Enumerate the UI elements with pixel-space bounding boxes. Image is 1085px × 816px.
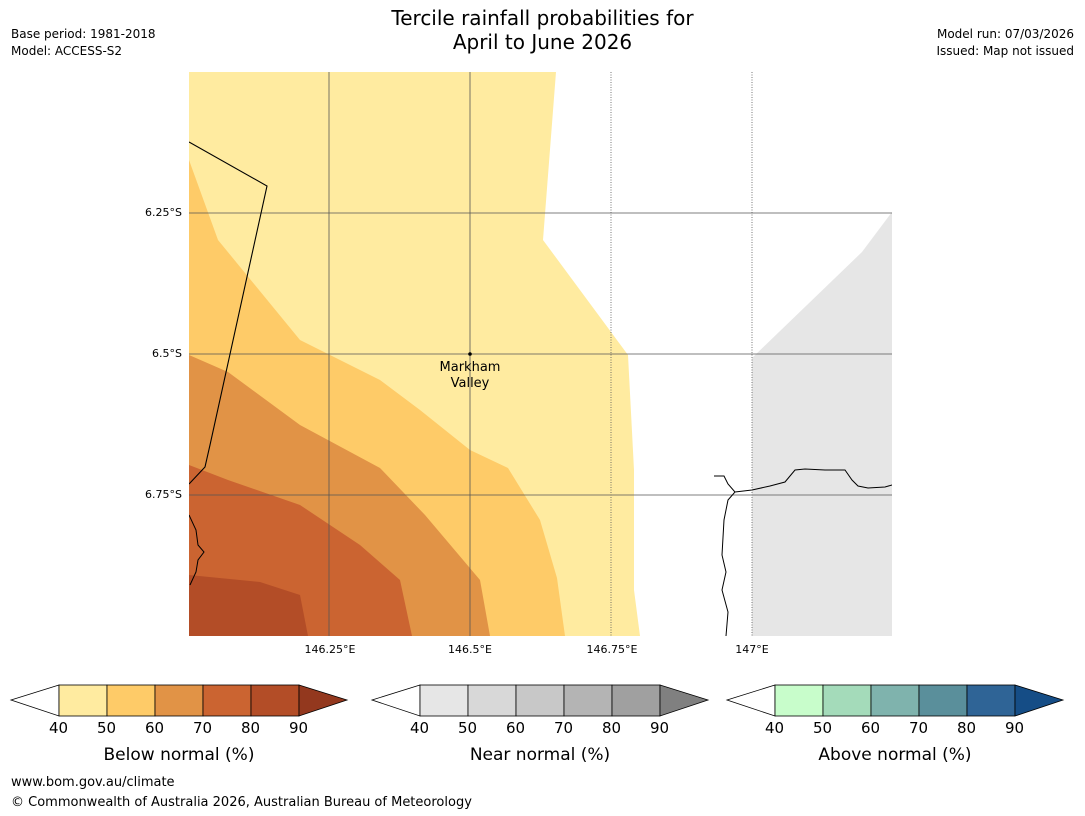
- legend-below-tick-80: 80: [241, 719, 261, 737]
- legend-near-swatch-70: [563, 684, 613, 717]
- legend-near-normal-bar: [370, 684, 710, 717]
- graticule: [189, 72, 892, 636]
- lon-label-146-25: 146.25°E: [304, 643, 356, 656]
- legend-below-swatch-40: [58, 684, 108, 717]
- legend-above-tick-70: 70: [909, 719, 929, 737]
- legend-below-tick-40: 40: [49, 719, 69, 737]
- legend-below-title: Below normal (%): [103, 745, 255, 765]
- legend-near-lower-arrow: [370, 684, 421, 717]
- legend-above-title: Above normal (%): [818, 745, 972, 765]
- legend-above-lower-arrow: [725, 684, 776, 717]
- legend-above-normal-bar: [725, 684, 1065, 717]
- lat-label-6-25: 6.25°S: [145, 206, 182, 219]
- legend-near-swatch-60: [515, 684, 565, 717]
- legend-above-swatch-70: [918, 684, 968, 717]
- legend-below-tick-70: 70: [193, 719, 213, 737]
- legend-above-tick-40: 40: [765, 719, 785, 737]
- footer-copyright: © Commonwealth of Australia 2026, Austra…: [11, 795, 472, 810]
- location-marker: [468, 352, 472, 356]
- coastline-east: [714, 475, 736, 636]
- legend-above-swatch-60: [870, 684, 920, 717]
- legend-near-title: Near normal (%): [469, 745, 611, 765]
- model-label: Model: ACCESS-S2: [11, 44, 123, 58]
- legend-near-swatch-50: [467, 684, 517, 717]
- legend-below-swatch-80: [250, 684, 300, 717]
- coastline-gulf: [734, 468, 892, 493]
- legend-below-swatch-70: [202, 684, 252, 717]
- near-normal-40-50-region: [752, 212, 892, 636]
- legend-above-upper-arrow: [1014, 684, 1065, 717]
- place-label: Markham Valley: [420, 360, 520, 392]
- legend-above-swatch-50: [822, 684, 872, 717]
- lon-label-147: 147°E: [735, 643, 769, 656]
- legend-near-tick-40: 40: [410, 719, 430, 737]
- legend-below-tick-90: 90: [289, 719, 309, 737]
- legend-below-lower-arrow: [9, 684, 60, 717]
- region-boundary: [189, 141, 268, 485]
- place-name-line-1: Markham: [439, 360, 501, 375]
- legend-near-tick-80: 80: [602, 719, 622, 737]
- footer-url[interactable]: www.bom.gov.au/climate: [11, 775, 175, 790]
- lat-label-6-75: 6.75°S: [145, 488, 182, 501]
- place-name-line-2: Valley: [450, 376, 490, 391]
- issued-label: Issued: Map not issued: [936, 44, 1074, 58]
- map-title: Tercile rainfall probabilities for April…: [0, 6, 1085, 54]
- legend-near-tick-50: 50: [458, 719, 478, 737]
- legend-above-swatch-40: [774, 684, 824, 717]
- legend-above-tick-50: 50: [813, 719, 833, 737]
- lat-label-6-5: 6.5°S: [152, 347, 182, 360]
- legend-near-swatch-40: [419, 684, 469, 717]
- legend-near-tick-90: 90: [650, 719, 670, 737]
- metadata-left: Base period: 1981-2018 Model: ACCESS-S2: [11, 26, 156, 60]
- model-run-label: Model run: 07/03/2026: [936, 27, 1074, 41]
- legend-near-tick-70: 70: [554, 719, 574, 737]
- legend-above-tick-60: 60: [861, 719, 881, 737]
- metadata-right: Model run: 07/03/2026 Issued: Map not is…: [936, 26, 1074, 60]
- coastline-west: [189, 514, 205, 586]
- legend-near-upper-arrow: [659, 684, 710, 717]
- legend-above-tick-80: 80: [957, 719, 977, 737]
- legend-below-tick-50: 50: [97, 719, 117, 737]
- base-period-label: Base period: 1981-2018: [11, 27, 156, 41]
- legend-near-tick-60: 60: [506, 719, 526, 737]
- lon-label-146-5: 146.5°E: [448, 643, 492, 656]
- legend-below-swatch-50: [106, 684, 156, 717]
- title-line-1: Tercile rainfall probabilities for: [391, 6, 694, 30]
- legend-near-swatch-80: [611, 684, 661, 717]
- legend-above-swatch-80: [966, 684, 1016, 717]
- below-normal-80-90-region: [189, 575, 308, 636]
- legend-above-tick-90: 90: [1005, 719, 1025, 737]
- legend-below-tick-60: 60: [145, 719, 165, 737]
- legend-colorbars: [9, 684, 1065, 717]
- title-line-2: April to June 2026: [452, 30, 633, 54]
- lon-label-146-75: 146.75°E: [586, 643, 638, 656]
- legend-below-normal-bar: [9, 684, 349, 717]
- legend-below-upper-arrow: [298, 684, 349, 717]
- legend-below-swatch-60: [154, 684, 204, 717]
